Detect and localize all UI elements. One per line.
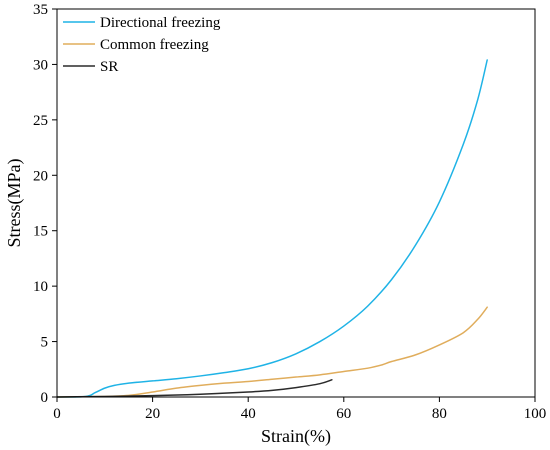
legend-label: Directional freezing: [100, 15, 221, 31]
y-tick-label: 0: [41, 390, 49, 406]
legend: Directional freezing Common freezing SR: [63, 15, 221, 75]
x-tick-label: 0: [53, 406, 61, 422]
y-tick-label: 15: [33, 224, 48, 240]
series-line-1: [56, 59, 488, 398]
x-tick-label: 40: [241, 406, 256, 422]
series-line-2: [56, 306, 488, 398]
y-axis: 0 5 10 15 20 25 30 35: [33, 2, 57, 406]
x-tick-label: 20: [145, 406, 160, 422]
y-tick-label: 5: [41, 335, 49, 351]
y-tick-label: 10: [33, 279, 48, 295]
y-tick-label: 35: [33, 2, 48, 18]
x-tick-label: 100: [524, 406, 547, 422]
y-tick-label: 30: [33, 57, 48, 73]
legend-label: SR: [100, 59, 118, 75]
series-line-3: [56, 379, 333, 398]
x-axis: 0 20 40 60 80 100: [53, 397, 546, 422]
x-tick-label: 60: [336, 406, 351, 422]
y-tick-label: 25: [33, 113, 48, 129]
x-axis-title: Strain(%): [261, 426, 331, 447]
x-tick-label: 80: [432, 406, 447, 422]
plot-frame: [56, 8, 536, 398]
legend-label: Common freezing: [100, 37, 209, 53]
y-axis-title: Stress(MPa): [4, 158, 25, 247]
plot-lines: [56, 59, 488, 398]
y-tick-label: 20: [33, 168, 48, 184]
